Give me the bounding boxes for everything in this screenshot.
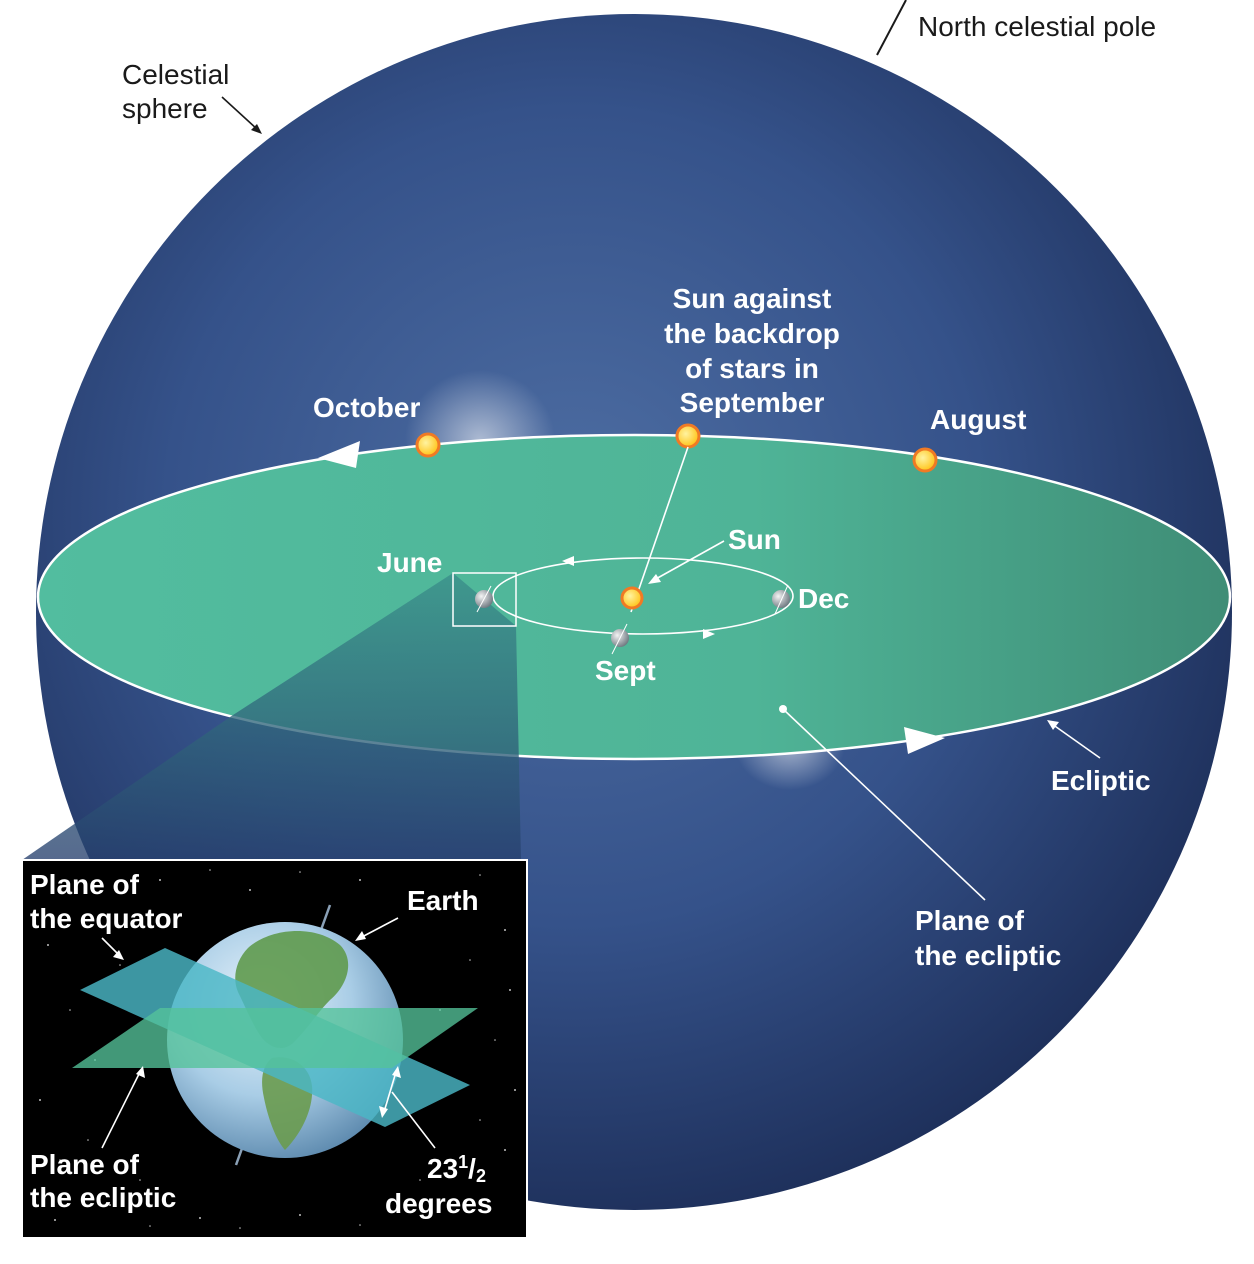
- sun-pointer-arrowhead: [648, 574, 661, 584]
- celestial-sphere-arrowhead: [251, 124, 262, 134]
- angle-label-line1: 231/2: [427, 1152, 486, 1186]
- ecliptic-pointer-arrowhead: [1047, 720, 1059, 730]
- earth-orbit: [492, 557, 794, 635]
- june-label: June: [377, 547, 442, 578]
- sight-line: [630, 446, 689, 613]
- celestial-sphere-label-line2: sphere: [122, 93, 208, 124]
- sun-backdrop-label-line4: September: [680, 387, 825, 418]
- ecliptic-label: Ecliptic: [1051, 765, 1151, 796]
- earth-june-icon: [475, 585, 493, 613]
- orbit-arrow-bottom: [703, 629, 715, 639]
- ecliptic-arrow-right: [904, 727, 945, 754]
- sun-pointer: [653, 540, 725, 581]
- ecliptic-arrow-left: [318, 441, 360, 468]
- august-label: August: [930, 404, 1026, 435]
- angle-arrow: [383, 1071, 397, 1113]
- angle-label-line2: degrees: [385, 1188, 492, 1219]
- angle-arrow-head-top: [392, 1066, 401, 1078]
- north-celestial-pole-label: North celestial pole: [918, 11, 1156, 42]
- plane-ecliptic-inset-pointer: [101, 1071, 141, 1149]
- plane-ecliptic-inset-label-line2: the ecliptic: [30, 1182, 176, 1213]
- earth-pointer: [359, 917, 399, 939]
- sun-center-icon: [620, 586, 644, 610]
- ecliptic-pointer: [1051, 723, 1101, 759]
- plane-ecliptic-label-line1: Plane of: [915, 905, 1025, 936]
- celestial-sphere-label-line1: Celestial: [122, 59, 229, 90]
- zoom-wedge: [22, 573, 521, 860]
- earth-pointer-arrowhead: [355, 931, 366, 941]
- sun-october-icon: [415, 432, 441, 458]
- plane-ecliptic-inset-arrowhead: [136, 1066, 145, 1078]
- sun-backdrop-label-line1: Sun against: [673, 283, 832, 314]
- plane-equator-arrowhead: [113, 950, 124, 960]
- earth-label: Earth: [407, 885, 479, 916]
- inset-panel: Plane of the equator Earth Plane of the …: [21, 859, 528, 1239]
- orbit-arrow-top: [562, 556, 574, 566]
- sept-label: Sept: [595, 655, 656, 686]
- angle-arrow-head-bottom: [379, 1106, 388, 1118]
- dec-label: Dec: [798, 583, 849, 614]
- celestial-sphere-pointer: [221, 96, 259, 131]
- plane-ecliptic-label-line2: the ecliptic: [915, 940, 1061, 971]
- sun-september-icon: [675, 423, 701, 449]
- october-label: October: [313, 392, 420, 423]
- inset-stars: [39, 869, 516, 1229]
- plane-equator-label-line1: Plane of: [30, 869, 140, 900]
- june-highlight-box: [452, 572, 517, 627]
- north-pole-line: [876, 0, 907, 56]
- sun-august-icon: [912, 447, 938, 473]
- angle-pointer: [391, 1091, 436, 1149]
- plane-ecliptic-inset: [72, 1008, 478, 1068]
- earth-dec-icon: [772, 584, 790, 615]
- sun-label: Sun: [728, 524, 781, 555]
- plane-equator-label-line2: the equator: [30, 903, 183, 934]
- sun-backdrop-label-line3: of stars in: [685, 353, 819, 384]
- plane-ecliptic-pointer: [782, 708, 986, 901]
- earth-sept-icon: [611, 623, 629, 655]
- sun-backdrop-label-line2: the backdrop: [664, 318, 840, 349]
- plane-ecliptic-inset-label-line1: Plane of: [30, 1149, 140, 1180]
